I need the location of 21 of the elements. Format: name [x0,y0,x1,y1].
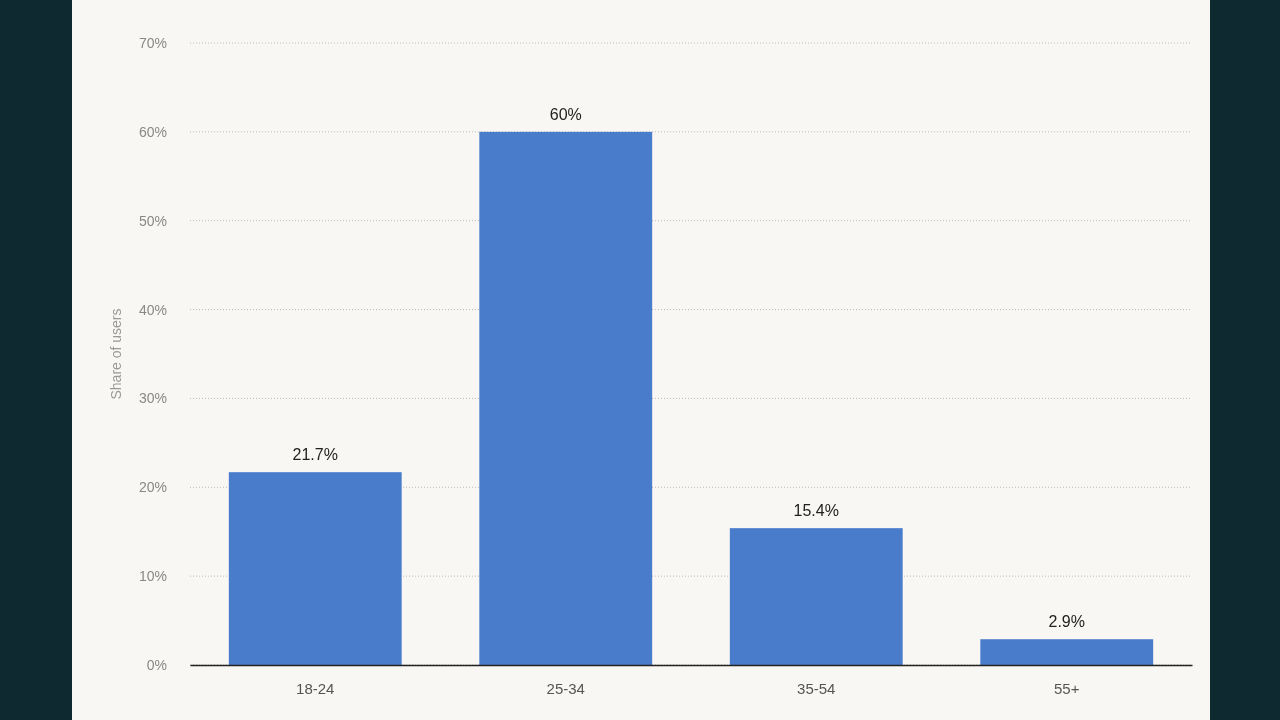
y-tick-label: 20% [138,479,167,496]
y-tick-label: 60% [138,123,167,140]
x-tick-label: 35-54 [797,679,836,697]
bar [479,131,653,665]
bar [729,528,903,665]
x-tick-label: 55+ [1054,679,1080,697]
bar [980,639,1154,665]
y-tick-label: 10% [138,568,167,585]
y-tick-label: 30% [138,390,167,407]
y-tick-label: 50% [138,212,167,229]
x-tick-label: 25-34 [546,679,585,697]
data-label: 60% [549,105,582,123]
y-tick-label: 0% [146,656,167,673]
data-label: 2.9% [1048,613,1085,631]
data-label: 21.7% [292,446,338,464]
x-tick-label: 18-24 [296,679,335,697]
y-tick-label: 40% [138,301,167,318]
data-label: 15.4% [793,502,839,520]
y-axis-title: Share of users [108,308,124,400]
bar [228,472,402,665]
y-tick-label: 70% [138,34,167,51]
